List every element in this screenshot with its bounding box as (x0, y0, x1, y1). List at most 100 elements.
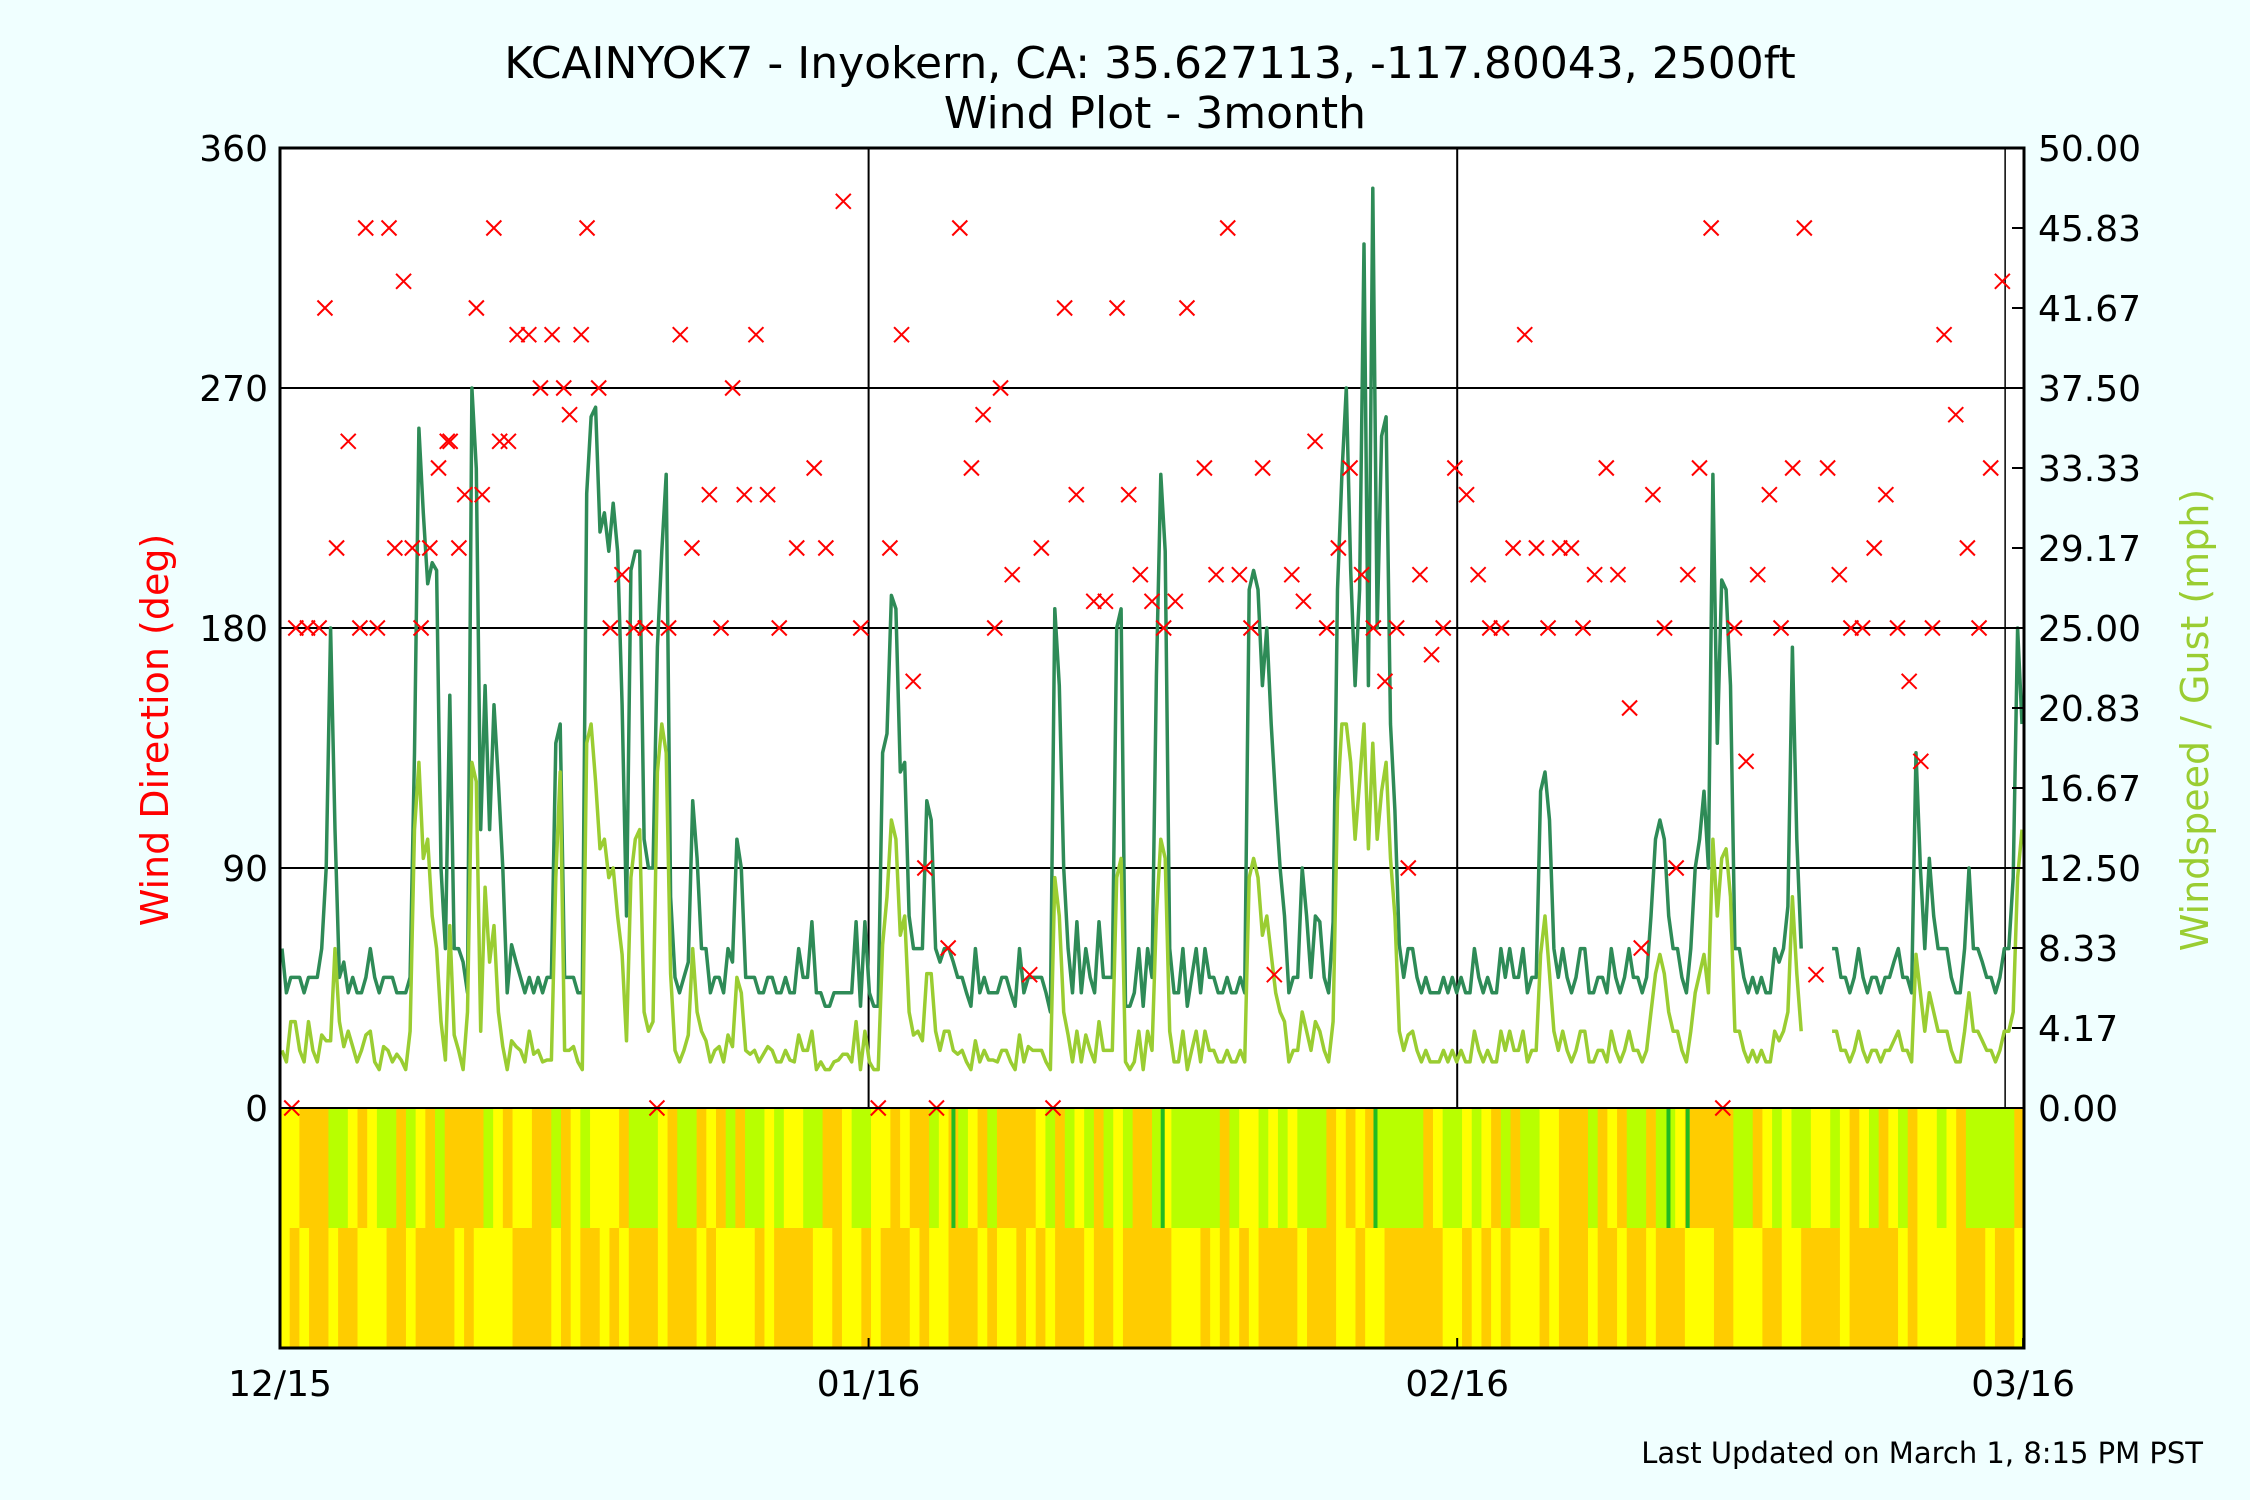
band-bottom-117 (1413, 1228, 1424, 1348)
band-top-93 (1181, 1108, 1192, 1228)
direction-marker-57 (893, 326, 910, 343)
band-bottom-77 (1026, 1228, 1037, 1348)
right-tick-label-3: 12.50 (2038, 849, 2141, 890)
direction-marker-77 (1132, 566, 1149, 583)
band-bottom-13 (405, 1228, 417, 1348)
band-bottom-139 (1626, 1228, 1638, 1348)
band-bottom-126 (1500, 1228, 1512, 1348)
band-top-58 (841, 1108, 853, 1228)
band-top-37 (638, 1108, 649, 1228)
band-top-7 (347, 1108, 359, 1228)
band-top-97 (1219, 1108, 1231, 1228)
band-bottom-111 (1355, 1228, 1366, 1348)
band-bottom-171 (1936, 1228, 1948, 1348)
direction-marker-27 (520, 326, 538, 343)
band-bottom-177 (1994, 1228, 2006, 1348)
direction-marker-84 (1219, 219, 1236, 237)
band-top-98 (1229, 1108, 1240, 1228)
right-tick-label-9: 37.50 (2038, 369, 2141, 410)
band-bottom-140 (1636, 1228, 1647, 1348)
direction-marker-85 (1231, 566, 1248, 583)
band-bottom-89 (1142, 1228, 1153, 1348)
band-bottom-23 (502, 1228, 514, 1348)
band-marker-4 (1685, 1108, 1690, 1228)
band-top-137 (1607, 1108, 1618, 1228)
band-bottom-135 (1588, 1228, 1599, 1348)
direction-marker-131 (1772, 619, 1790, 637)
band-bottom-166 (1888, 1228, 1899, 1348)
band-bottom-144 (1675, 1228, 1686, 1348)
direction-marker-134 (1807, 966, 1825, 983)
band-top-135 (1588, 1108, 1599, 1228)
band-top-170 (1927, 1108, 1938, 1228)
band-top-48 (745, 1108, 756, 1228)
direction-marker-108 (1504, 539, 1522, 557)
band-top-39 (657, 1108, 669, 1228)
direction-marker-150 (1994, 273, 2011, 290)
band-bottom-25 (522, 1228, 533, 1348)
band-top-119 (1432, 1108, 1444, 1228)
left-tick-label-0: 0 (245, 1089, 268, 1130)
direction-marker-75 (1108, 299, 1126, 317)
band-bottom-113 (1374, 1228, 1386, 1348)
left-axis-ticks: 0 90 180 270 360 (199, 129, 292, 1130)
band-top-24 (512, 1108, 523, 1228)
band-bottom-163 (1859, 1228, 1870, 1348)
band-bottom-43 (696, 1228, 707, 1348)
band-top-20 (473, 1108, 485, 1228)
band-top-40 (667, 1108, 678, 1228)
band-bottom-80 (1055, 1228, 1066, 1348)
band-top-173 (1956, 1108, 1967, 1228)
band-top-139 (1626, 1108, 1638, 1228)
band-top-112 (1365, 1108, 1376, 1228)
band-top-67 (929, 1108, 940, 1228)
direction-marker-130 (1761, 486, 1778, 503)
band-bottom-153 (1762, 1228, 1773, 1348)
band-top-42 (686, 1108, 698, 1228)
band-top-16 (435, 1108, 446, 1228)
band-bottom-34 (609, 1228, 620, 1348)
band-top-166 (1888, 1108, 1899, 1228)
direction-marker-76 (1120, 486, 1137, 503)
direction-marker-121 (1656, 619, 1673, 637)
band-top-3 (309, 1108, 320, 1228)
direction-marker-5 (328, 539, 345, 557)
band-top-50 (764, 1108, 775, 1228)
direction-marker-91 (1306, 433, 1324, 450)
right-tick-label-2: 8.33 (2038, 929, 2118, 970)
direction-marker-136 (1831, 566, 1848, 583)
band-top-0 (280, 1108, 291, 1228)
direction-marker-137 (1842, 619, 1860, 637)
direction-marker-31 (561, 406, 578, 423)
band-bottom-143 (1665, 1228, 1676, 1348)
left-tick-label-2: 180 (199, 609, 268, 650)
direction-marker-25 (500, 433, 517, 450)
band-top-125 (1491, 1108, 1502, 1228)
band-top-82 (1074, 1108, 1085, 1228)
band-bottom-67 (929, 1228, 940, 1348)
band-top-153 (1762, 1108, 1773, 1228)
direction-marker-12 (395, 273, 412, 290)
band-bottom-173 (1956, 1228, 1967, 1348)
band-bottom-133 (1568, 1228, 1579, 1348)
direction-marker-61 (939, 939, 957, 957)
band-top-22 (493, 1108, 504, 1228)
right-tick-label-12: 50.00 (2038, 129, 2141, 170)
band-bottom-179 (2014, 1228, 2025, 1348)
band-top-168 (1907, 1108, 1919, 1228)
band-top-81 (1064, 1108, 1076, 1228)
direction-marker-45 (724, 379, 741, 397)
direction-marker-73 (1085, 593, 1102, 610)
band-bottom-49 (754, 1228, 766, 1348)
band-top-64 (900, 1108, 911, 1228)
direction-marker-119 (1633, 939, 1650, 957)
series-line-speed (280, 722, 2024, 1072)
band-bottom-120 (1442, 1228, 1453, 1348)
chart-subtitle: Wind Plot - 3month (944, 88, 1366, 139)
band-top-15 (425, 1108, 436, 1228)
gust-series (280, 186, 2024, 1014)
band-bottom-169 (1917, 1228, 1928, 1348)
direction-marker-116 (1598, 459, 1615, 477)
right-tick-label-8: 33.33 (2038, 449, 2141, 490)
direction-marker-58 (904, 673, 922, 690)
